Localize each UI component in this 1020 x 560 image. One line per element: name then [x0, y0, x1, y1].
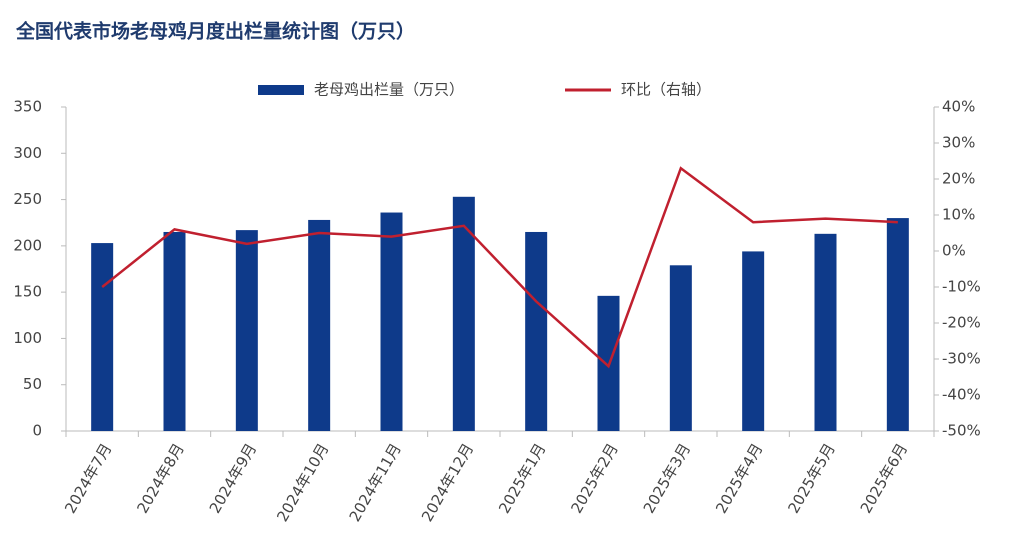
bar: [380, 212, 403, 431]
legend-label: 环比（右轴）: [621, 81, 711, 99]
x-tick-label: 2025年6月: [857, 440, 911, 516]
x-tick-label: 2024年7月: [61, 440, 115, 516]
bar: [308, 219, 331, 431]
bar: [452, 196, 475, 431]
bar: [525, 231, 548, 431]
y-tick-label: 0: [32, 422, 42, 440]
legend-label: 老母鸡出栏量（万只）: [314, 81, 464, 99]
y-tick-label: 200: [13, 236, 42, 254]
y2-tick-label: -50%: [942, 422, 981, 440]
bar: [886, 218, 909, 431]
bar: [163, 231, 186, 431]
bar: [235, 230, 258, 431]
bar: [814, 233, 837, 431]
x-tick-label: 2024年9月: [206, 440, 260, 516]
y2-tick-label: -30%: [942, 350, 981, 368]
bar: [742, 251, 765, 431]
x-tick-label: 2025年5月: [784, 440, 838, 516]
line: [101, 166, 898, 369]
y2-tick-label: 10%: [942, 206, 975, 224]
bar: [91, 243, 114, 431]
x-tick-label: 2024年11月: [346, 440, 405, 525]
x-tick-label: 2025年2月: [567, 440, 621, 516]
x-tick-label: 2025年4月: [712, 440, 766, 516]
bar: [669, 265, 692, 431]
y2-tick-label: -10%: [942, 278, 981, 296]
y-tick-label: 300: [13, 144, 42, 162]
x-tick-label: 2024年12月: [418, 440, 477, 525]
y-tick-label: 50: [23, 375, 42, 393]
chart-title: 全国代表市场老母鸡月度出栏量统计图（万只）: [15, 20, 415, 43]
x-tick-label: 2025年3月: [640, 440, 694, 516]
x-tick-label: 2025年1月: [495, 440, 549, 516]
y-tick-label: 350: [13, 98, 42, 116]
x-tick-label: 2024年10月: [273, 440, 332, 525]
y2-tick-label: -20%: [942, 314, 981, 332]
x-tick-label: 2024年8月: [133, 440, 187, 516]
y-tick-label: 100: [13, 329, 42, 347]
y2-tick-label: 40%: [942, 98, 975, 116]
y2-tick-label: -40%: [942, 386, 981, 404]
y2-tick-label: 0%: [942, 242, 966, 260]
y-tick-label: 150: [13, 283, 42, 301]
y2-tick-label: 30%: [942, 134, 975, 152]
y-tick-label: 250: [13, 190, 42, 208]
legend-swatch: [258, 85, 304, 95]
y2-tick-label: 20%: [942, 170, 975, 188]
